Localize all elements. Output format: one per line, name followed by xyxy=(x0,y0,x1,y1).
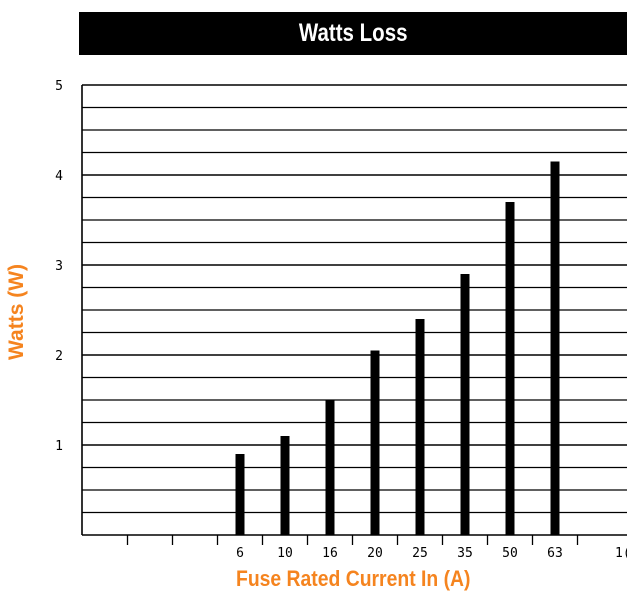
x-tick-label: 35 xyxy=(457,546,473,561)
x-tick-label: 6 xyxy=(236,546,244,561)
chart-title-text: Watts Loss xyxy=(298,19,408,47)
y-tick-label: 2 xyxy=(55,349,63,364)
bar xyxy=(460,274,470,535)
x-tick-label: 63 xyxy=(547,546,563,561)
x-tick-label: 25 xyxy=(412,546,428,561)
x-tick-label: 10 xyxy=(277,546,293,561)
x-tick-label: 16 xyxy=(322,546,338,561)
y-tick-label: 1 xyxy=(55,439,63,454)
x-axis-label: Fuse Rated Current In (A) xyxy=(80,566,627,592)
x-tick-label: 1( xyxy=(615,546,627,561)
bar xyxy=(505,202,515,535)
chart-title: Watts Loss xyxy=(79,12,627,55)
bar xyxy=(415,319,425,535)
y-tick-label: 4 xyxy=(55,169,63,184)
bar xyxy=(550,161,560,535)
bar xyxy=(370,350,380,535)
x-tick-label: 50 xyxy=(502,546,518,561)
y-tick-label: 3 xyxy=(55,259,63,274)
x-axis-label-text: Fuse Rated Current In (A) xyxy=(236,566,471,591)
y-axis-label-text: Watts (W) xyxy=(5,263,28,361)
bar xyxy=(280,436,290,535)
bar xyxy=(235,454,245,535)
x-tick-label: 20 xyxy=(367,546,383,561)
bar xyxy=(325,400,335,535)
y-tick-label: 5 xyxy=(55,79,63,94)
